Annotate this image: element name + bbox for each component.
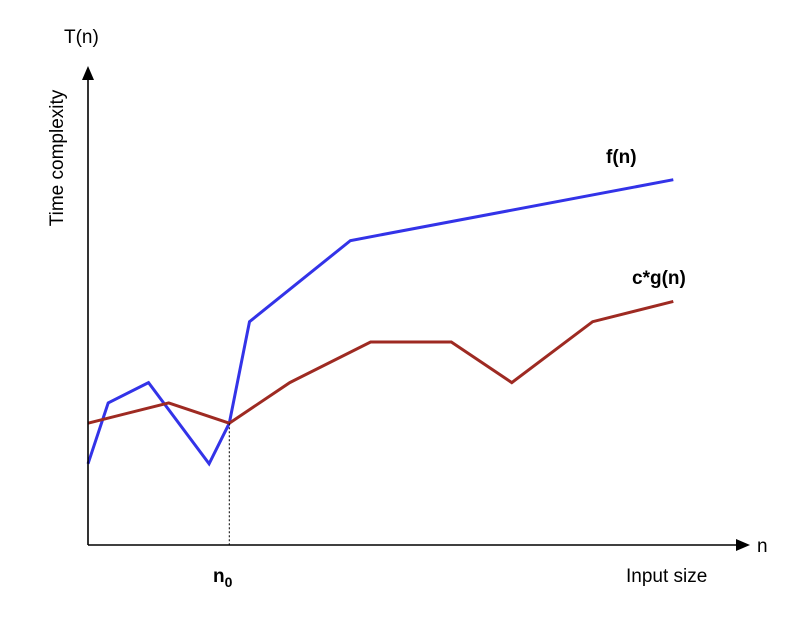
x-axis-arrow-icon (736, 539, 750, 551)
x-axis-label: Input size (626, 566, 707, 587)
y-axis-symbol: T(n) (64, 27, 99, 48)
n0-label: n0 (213, 566, 233, 590)
y-axis-label: Time complexity (47, 89, 68, 226)
series-line-1 (87, 299, 674, 425)
x-axis-symbol: n (757, 536, 768, 557)
series-label-cg: c*g(n) (632, 268, 686, 289)
y-axis-arrow-icon (82, 66, 94, 80)
n0-base: n (213, 566, 225, 587)
n0-subscript: 0 (225, 574, 233, 590)
series-label-f: f(n) (606, 147, 637, 168)
series-line-0 (86, 178, 674, 467)
series-layer (86, 178, 674, 467)
